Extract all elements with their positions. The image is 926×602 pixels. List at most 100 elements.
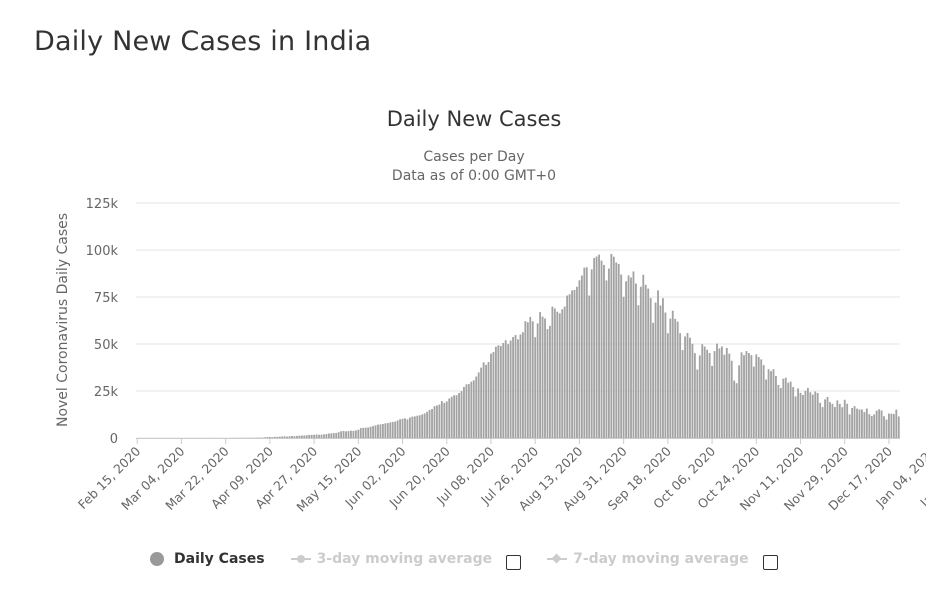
bar[interactable]: [266, 437, 269, 438]
bar[interactable]: [549, 325, 551, 438]
bar[interactable]: [497, 345, 500, 438]
bar[interactable]: [408, 417, 411, 438]
bar[interactable]: [598, 254, 600, 438]
bar[interactable]: [512, 337, 515, 438]
bar[interactable]: [730, 360, 733, 438]
bar[interactable]: [693, 353, 696, 438]
bar[interactable]: [357, 429, 360, 438]
bar[interactable]: [880, 410, 883, 438]
bar[interactable]: [777, 384, 780, 438]
bar[interactable]: [617, 263, 620, 438]
bar[interactable]: [649, 298, 652, 438]
bar[interactable]: [578, 280, 581, 438]
bar[interactable]: [711, 365, 713, 438]
bar[interactable]: [362, 427, 365, 438]
bar[interactable]: [863, 412, 866, 438]
bar[interactable]: [802, 394, 804, 438]
bar[interactable]: [875, 410, 878, 438]
bar[interactable]: [829, 402, 831, 438]
bar[interactable]: [386, 423, 389, 438]
bar[interactable]: [833, 406, 836, 438]
bar[interactable]: [698, 355, 701, 438]
bar[interactable]: [313, 434, 316, 438]
bar[interactable]: [536, 323, 539, 438]
bar[interactable]: [288, 436, 291, 438]
bar[interactable]: [826, 396, 829, 438]
bar[interactable]: [627, 275, 630, 438]
bar[interactable]: [895, 409, 898, 438]
bar[interactable]: [748, 353, 750, 438]
bar[interactable]: [541, 316, 544, 438]
bar[interactable]: [784, 377, 787, 438]
bar[interactable]: [615, 262, 618, 438]
bar[interactable]: [490, 353, 492, 438]
bar[interactable]: [647, 288, 650, 438]
bar[interactable]: [465, 384, 468, 438]
bar[interactable]: [563, 306, 566, 438]
bar[interactable]: [878, 409, 881, 438]
bar[interactable]: [440, 401, 443, 438]
bar[interactable]: [809, 392, 812, 438]
bar[interactable]: [534, 337, 537, 438]
bar[interactable]: [480, 367, 483, 438]
bar[interactable]: [787, 382, 790, 438]
bar[interactable]: [775, 376, 777, 438]
bar[interactable]: [568, 294, 571, 438]
bar[interactable]: [526, 322, 529, 438]
bar[interactable]: [794, 396, 797, 438]
bar[interactable]: [354, 430, 357, 438]
bar[interactable]: [340, 431, 343, 438]
bar[interactable]: [519, 334, 522, 438]
bar[interactable]: [433, 406, 436, 438]
bar[interactable]: [291, 435, 293, 438]
bar[interactable]: [281, 436, 284, 438]
toggle-3-day-average-checkbox[interactable]: [506, 554, 522, 570]
bar[interactable]: [888, 413, 890, 438]
bar[interactable]: [752, 366, 755, 438]
bar[interactable]: [757, 357, 760, 438]
bar[interactable]: [428, 409, 431, 438]
bar[interactable]: [691, 343, 694, 438]
bar[interactable]: [499, 346, 502, 438]
bar[interactable]: [401, 418, 404, 438]
bar[interactable]: [676, 321, 679, 438]
bar[interactable]: [755, 354, 758, 438]
bar[interactable]: [352, 430, 355, 438]
bar[interactable]: [600, 260, 603, 438]
bar[interactable]: [256, 437, 259, 439]
bar[interactable]: [460, 391, 463, 438]
bar[interactable]: [610, 253, 613, 438]
bar[interactable]: [713, 351, 716, 438]
bar[interactable]: [760, 359, 763, 438]
bar[interactable]: [846, 403, 849, 438]
bar[interactable]: [897, 416, 900, 438]
bar[interactable]: [652, 322, 655, 438]
bar[interactable]: [416, 415, 419, 438]
bar[interactable]: [703, 346, 706, 438]
bar[interactable]: [870, 416, 873, 438]
bar[interactable]: [453, 395, 456, 438]
bar[interactable]: [494, 346, 497, 438]
bar[interactable]: [391, 421, 394, 438]
bar[interactable]: [595, 256, 598, 438]
bar[interactable]: [286, 436, 288, 438]
bar[interactable]: [689, 337, 691, 438]
bar[interactable]: [716, 343, 718, 438]
bar[interactable]: [396, 420, 399, 439]
bar[interactable]: [330, 433, 333, 438]
bar[interactable]: [767, 369, 770, 438]
bar[interactable]: [664, 312, 667, 438]
bar[interactable]: [467, 384, 470, 438]
bar[interactable]: [779, 388, 782, 438]
bar[interactable]: [838, 403, 841, 438]
bar[interactable]: [448, 398, 451, 438]
bar[interactable]: [612, 256, 615, 438]
bar[interactable]: [347, 431, 350, 438]
bar[interactable]: [298, 435, 301, 438]
bar[interactable]: [603, 264, 605, 438]
bar[interactable]: [708, 352, 711, 438]
bar[interactable]: [553, 308, 556, 438]
bar[interactable]: [799, 392, 802, 438]
bar[interactable]: [804, 390, 807, 438]
bar[interactable]: [873, 414, 876, 438]
